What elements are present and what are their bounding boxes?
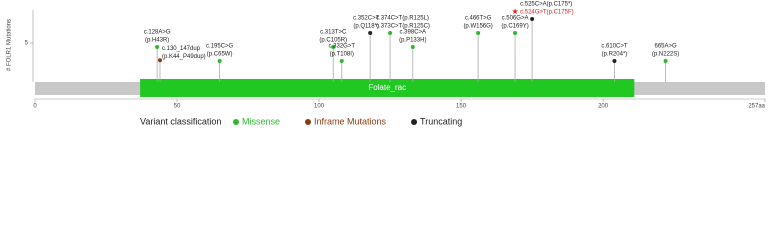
mutation-dot [155, 45, 160, 49]
mutation-label: (p.Q118*) [353, 24, 379, 30]
legend-dot [233, 119, 239, 125]
y-tick-label: 5 [25, 41, 29, 47]
domain-label: Folate_rac [368, 83, 406, 92]
mutation-label: c.506G>A [502, 16, 529, 22]
x-tick-label: 200 [598, 104, 609, 110]
mutation-dot [476, 31, 481, 35]
legend-dot [411, 119, 418, 125]
mutation-dot [410, 45, 415, 49]
mutation-dot [157, 58, 162, 63]
mutation-dot [513, 31, 518, 35]
mutation-label: c.398C>A [400, 30, 427, 36]
mutation-label: c.130_147dup [162, 46, 201, 52]
legend-label: Inframe Mutations [314, 116, 387, 126]
mutation-dot [331, 45, 336, 49]
mutation-label: c.128A>G [144, 30, 171, 36]
mutation-label: c.313T>C [320, 30, 347, 36]
mutation-label: 665A>G [654, 44, 677, 50]
mutation-label: (p.C169Y) [501, 24, 528, 30]
mutation-dot [217, 59, 222, 63]
mutation-label: (p.P133H) [399, 38, 426, 44]
mutation-dot [368, 31, 373, 35]
mutation-label: (p.T108I) [330, 52, 354, 58]
mutation-label: (p.K44_P49dup) [162, 54, 206, 60]
x-tick-label: 150 [456, 104, 467, 110]
mutation-label: c.332G>T [329, 44, 356, 50]
y-axis-label: # FOLR1 Mutations [7, 19, 13, 71]
mutation-dot [530, 17, 535, 21]
mutation-label: (p.H43R) [145, 38, 169, 44]
mutation-label: c.352C>T [353, 16, 380, 22]
mutation-dot [612, 59, 617, 63]
mutation-label: c.195C>G [206, 44, 234, 50]
mutation-label: c.525C>A(p.C175*) [520, 2, 572, 8]
mutation-dot [663, 59, 668, 63]
mutation-label: c.466T>G [465, 16, 492, 22]
mutation-label: (p.W156G) [463, 24, 492, 30]
mutation-label: (p.C65W) [207, 52, 233, 58]
domain [140, 79, 635, 97]
x-tick-label: 257aa [748, 104, 765, 110]
highlight-star: ★ [511, 7, 518, 16]
x-tick-label: 0 [33, 104, 37, 110]
chart: # FOLR1 Mutations Variant classification… [7, 2, 766, 127]
mutation-dot [388, 31, 393, 35]
mutation-dot [339, 59, 344, 63]
legend-title: Variant classification [140, 116, 221, 126]
mutation-label: (p.N222S) [652, 52, 679, 58]
x-tick-label: 50 [174, 104, 181, 110]
x-tick-label: 100 [314, 104, 325, 110]
mutation-label: (p.C105R) [319, 38, 347, 44]
mutation-label: c.373C>T(p.R125C) [376, 24, 430, 30]
mutation-label: c.374C>T(p.R125L) [376, 16, 429, 22]
mutation-label: c.524G>T(p.C175F) [520, 10, 574, 16]
mutation-label: (p.R204*) [602, 52, 628, 58]
legend-label: Truncating [420, 116, 462, 126]
mutation-label: c.610C>T [601, 44, 628, 50]
legend-dot [305, 119, 312, 125]
legend-label: Missense [242, 116, 280, 126]
